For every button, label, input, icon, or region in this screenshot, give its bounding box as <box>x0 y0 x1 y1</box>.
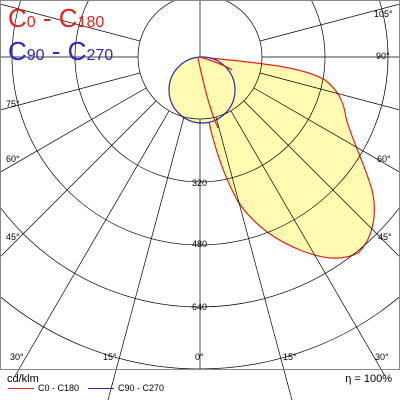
angle-label-30-left: 30° <box>10 352 24 362</box>
angle-label-105-right: 105° <box>374 9 393 19</box>
title-c0-c180: C0 - C180 <box>8 3 105 33</box>
angle-label-45-right: 45° <box>378 232 392 242</box>
angle-label-75-left: 75° <box>6 99 20 109</box>
angle-label-15-left: 15° <box>103 352 117 362</box>
angle-label-60-left: 60° <box>6 154 20 164</box>
efficiency-label: η = 100% <box>345 373 392 385</box>
angle-label-90-right: 90° <box>376 51 390 61</box>
radial-label-640: 640 <box>192 302 207 312</box>
c0-c180-curve <box>199 56 375 259</box>
legend-swatch-red <box>8 388 34 390</box>
legend-c0-c180: C0 - C180 <box>8 383 79 393</box>
legend-swatch-blue <box>88 388 114 390</box>
angle-label-60-right: 60° <box>377 154 391 164</box>
angle-label-0: 0° <box>195 352 204 362</box>
unit-label: cd/klm <box>7 373 39 385</box>
angle-label-30-right: 30° <box>375 352 389 362</box>
angle-label-45-left: 45° <box>6 232 20 242</box>
angle-label-15-right: 15° <box>283 352 297 362</box>
legend-c90-c270: C90 - C270 <box>88 383 164 393</box>
radial-label-320: 320 <box>192 178 207 188</box>
radial-label-480: 480 <box>192 239 207 249</box>
title-c90-c270: C90 - C270 <box>8 36 114 66</box>
